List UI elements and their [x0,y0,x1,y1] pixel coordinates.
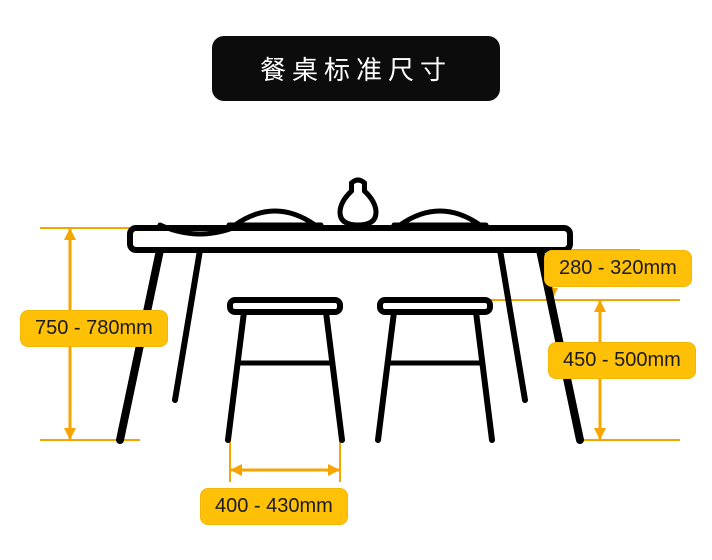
label-stool-width: 400 - 430mm [200,488,348,525]
label-tabletop-to-seat: 280 - 320mm [544,250,692,287]
diagram-stage: 餐桌标准尺寸 750 - 780mm 400 - 430mm 280 - 320… [0,0,712,560]
label-seat-height: 450 - 500mm [548,342,696,379]
label-table-height: 750 - 780mm [20,310,168,347]
